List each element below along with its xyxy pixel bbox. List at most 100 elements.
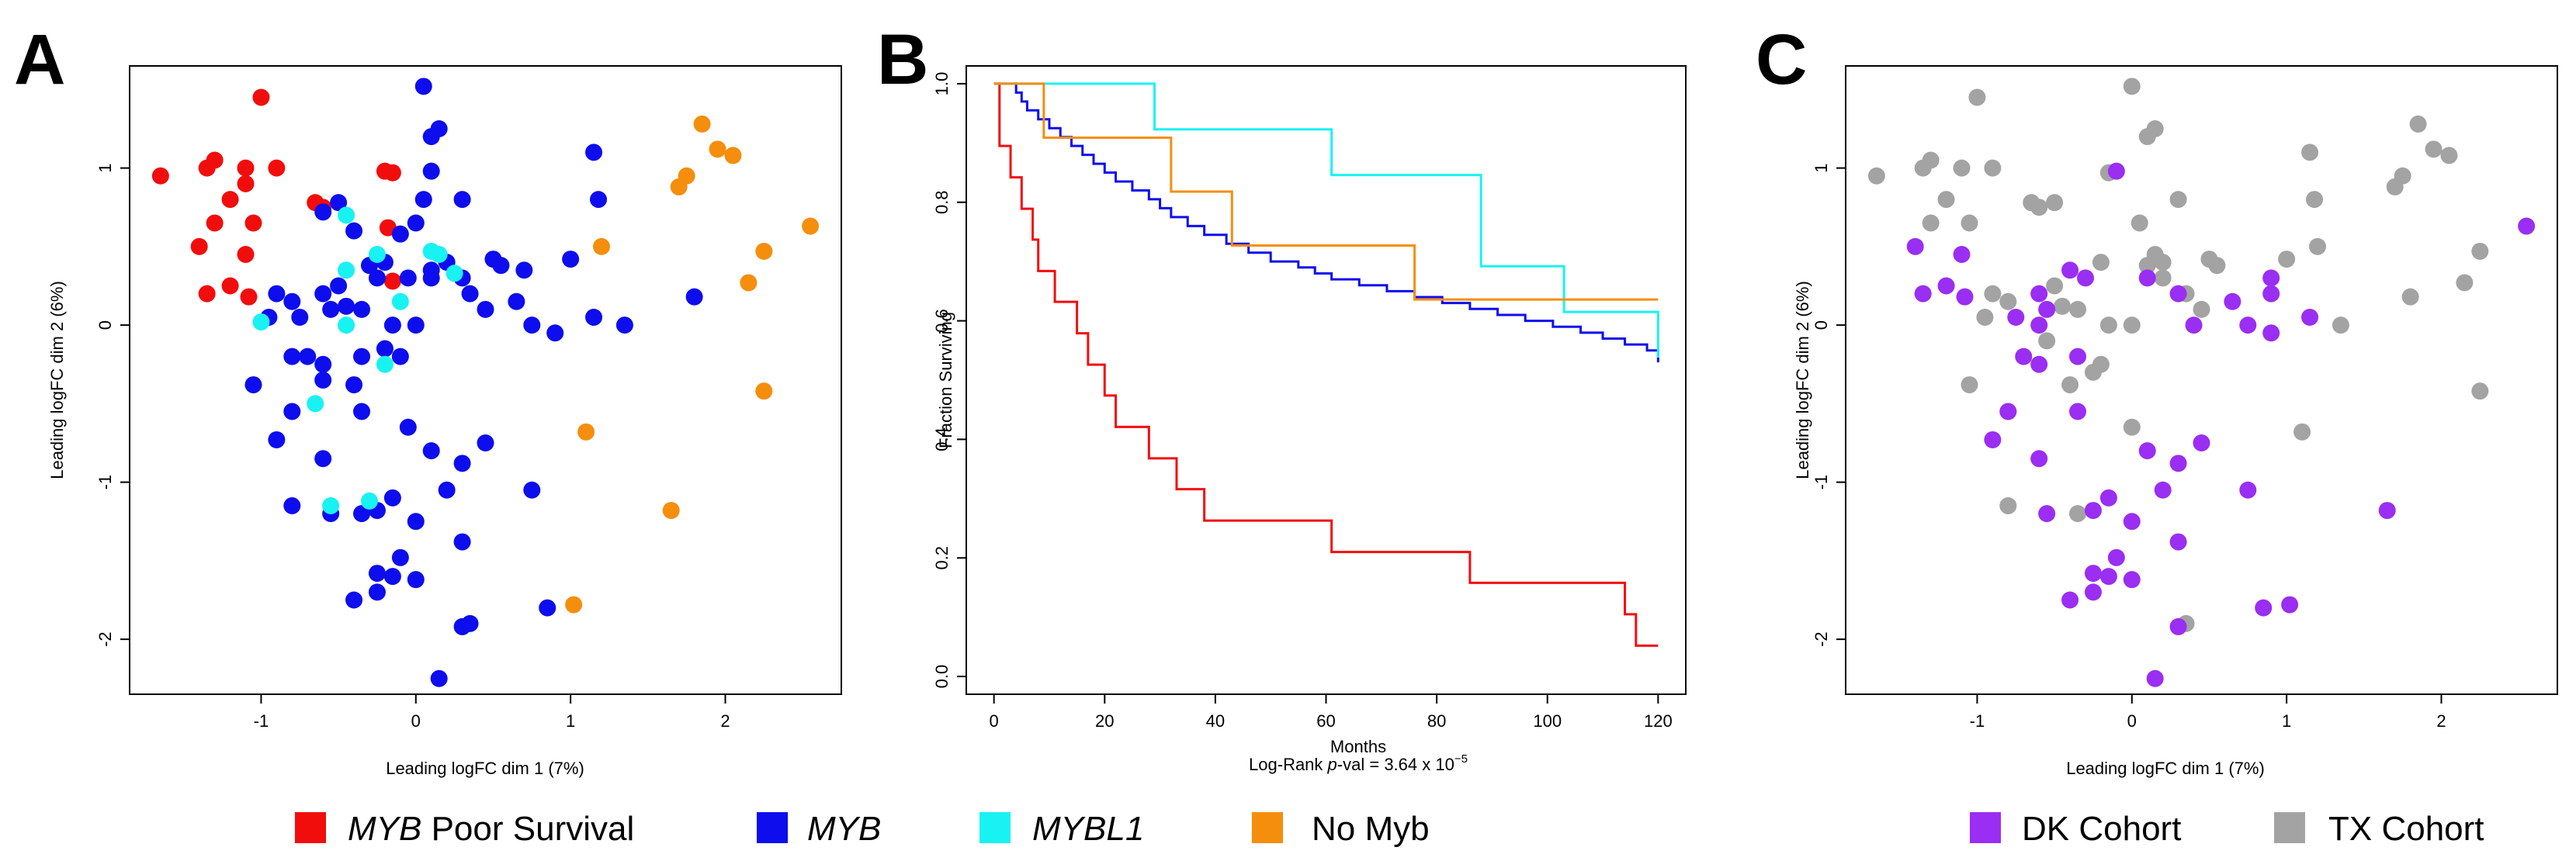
point-myb-a-42 <box>685 288 703 306</box>
legend-swatch-myb-poor <box>295 812 326 843</box>
point-tx-cohort-c-34 <box>2306 191 2324 209</box>
point-tx-cohort-c-25 <box>1999 292 2017 310</box>
point-myb-a-23 <box>590 191 608 209</box>
point-tx-cohort-c-57 <box>2146 246 2164 263</box>
point-myb-a-58 <box>422 442 440 460</box>
legend-swatch-mybl1 <box>979 812 1011 843</box>
point-tx-cohort-c-6 <box>1937 191 1955 209</box>
point-myb-a-73 <box>407 571 425 589</box>
point-dk-cohort-c-48 <box>2281 596 2299 614</box>
point-dk-cohort-c-45 <box>2084 583 2102 601</box>
point-tx-cohort-c-42 <box>2386 178 2404 195</box>
point-dk-cohort-c-8 <box>2061 261 2079 279</box>
point-dk-cohort-c-36 <box>2099 489 2117 507</box>
point-dk-cohort-c-12 <box>2015 348 2033 365</box>
point-myb-poor-survival-a-20 <box>383 272 401 290</box>
point-mybl1-a-11 <box>322 497 340 514</box>
point-tx-cohort-c-1 <box>1968 88 1986 106</box>
point-myb-poor-survival-a-7 <box>221 191 239 209</box>
y-tick-label-c-3: 1 <box>1812 164 1831 173</box>
legend-label-dk: DK Cohort <box>2022 810 2181 848</box>
point-tx-cohort-c-15 <box>2146 120 2164 137</box>
x-tick-label-a-3: 2 <box>720 711 730 731</box>
point-dk-cohort-c-43 <box>2123 571 2141 589</box>
point-dk-cohort-c-29 <box>2138 442 2156 460</box>
point-dk-cohort-c-1 <box>1906 237 1924 255</box>
point-dk-cohort-c-35 <box>2084 502 2102 520</box>
point-myb-poor-survival-a-5 <box>237 175 255 192</box>
point-tx-cohort-c-10 <box>2030 199 2048 216</box>
point-tx-cohort-c-53 <box>2123 418 2141 436</box>
point-myb-a-64 <box>353 505 371 523</box>
point-no-myb-a-10 <box>577 423 595 441</box>
point-myb-a-74 <box>345 591 363 609</box>
point-mybl1-a-1 <box>338 261 355 279</box>
y-tick-label-c-2: 0 <box>1812 320 1831 330</box>
point-tx-cohort-c-8 <box>1961 214 1978 232</box>
point-dk-cohort-c-28 <box>2069 403 2087 420</box>
point-dk-cohort-c-7 <box>2038 300 2056 318</box>
x-tick-label-c-3: 2 <box>2436 711 2446 731</box>
point-tx-cohort-c-33 <box>2301 144 2319 161</box>
point-mybl1-a-7 <box>338 316 355 334</box>
point-tx-cohort-c-23 <box>1984 285 2002 303</box>
point-tx-cohort-c-55 <box>2069 505 2087 523</box>
survival-curve-myb <box>993 82 1659 363</box>
point-tx-cohort-c-46 <box>2471 382 2489 400</box>
plot-frame-c <box>1845 65 2558 695</box>
point-dk-cohort-c-27 <box>1984 431 2002 448</box>
point-tx-cohort-c-7 <box>1922 214 1940 232</box>
point-myb-a-41 <box>615 316 633 334</box>
point-myb-a-57 <box>399 418 417 436</box>
point-dk-cohort-c-0 <box>2107 162 2125 180</box>
point-tx-cohort-c-28 <box>2069 300 2087 318</box>
point-myb-poor-survival-a-8 <box>244 214 262 232</box>
legend-swatch-dk <box>1970 812 2001 843</box>
point-tx-cohort-c-24 <box>1976 309 1994 326</box>
point-myb-a-0 <box>414 78 432 95</box>
point-myb-a-77 <box>461 614 479 632</box>
point-tx-cohort-c-40 <box>2440 147 2458 164</box>
panel-letter-c: C <box>1756 20 1807 99</box>
point-tx-cohort-c-17 <box>2130 214 2148 232</box>
point-myb-a-28 <box>314 285 332 303</box>
point-dk-cohort-c-21 <box>2262 269 2280 287</box>
point-dk-cohort-c-25 <box>1999 403 2017 420</box>
point-myb-a-70 <box>391 548 409 566</box>
x-tick-label-b-2: 40 <box>1206 711 1225 731</box>
point-dk-cohort-c-30 <box>2169 455 2187 472</box>
point-tx-cohort-c-27 <box>2054 297 2072 315</box>
point-myb-a-34 <box>407 316 425 334</box>
point-mybl1-a-8 <box>391 292 409 310</box>
point-tx-cohort-c-39 <box>2425 140 2443 158</box>
point-myb-a-37 <box>508 292 525 310</box>
legend-label-myb-poor: MYB Poor Survival <box>348 810 634 848</box>
point-myb-a-48 <box>376 340 394 358</box>
point-myb-a-7 <box>391 225 409 243</box>
x-tick-label-b-6: 120 <box>1644 711 1673 731</box>
point-tx-cohort-c-45 <box>2401 288 2419 306</box>
point-myb-a-49 <box>391 348 409 365</box>
point-mybl1-a-9 <box>376 355 394 373</box>
point-myb-a-50 <box>244 376 262 394</box>
series-dk-cohort-c <box>1906 162 2536 687</box>
legend: MYB Poor Survival MYB MYBL1 No Myb DK Co… <box>295 810 2484 848</box>
point-myb-a-72 <box>383 568 401 586</box>
legend-swatch-no-myb <box>1252 812 1283 843</box>
y-tick-label-b-4: 0.8 <box>932 190 952 214</box>
point-myb-a-53 <box>345 376 363 394</box>
panel-letter-b: B <box>877 20 928 99</box>
point-myb-a-24 <box>562 251 580 268</box>
point-tx-cohort-c-30 <box>2123 316 2141 334</box>
point-dk-cohort-c-33 <box>2378 502 2396 520</box>
point-dk-cohort-c-20 <box>2262 324 2280 342</box>
point-tx-cohort-c-59 <box>2084 363 2102 381</box>
point-myb-a-5 <box>453 191 471 209</box>
point-tx-cohort-c-51 <box>2038 332 2056 350</box>
survival-plot-b: 0 20 40 60 80 100 120 0.0 0.2 0.4 0.6 0.8 1.0 Months… <box>932 65 1687 774</box>
point-myb-poor-survival-a-1 <box>252 88 270 106</box>
point-myb-a-46 <box>314 355 332 373</box>
survival-curve-myb-poor-survival <box>993 82 1659 647</box>
point-myb-a-52 <box>314 372 332 389</box>
legend-label-no-myb: No Myb <box>1312 810 1430 848</box>
